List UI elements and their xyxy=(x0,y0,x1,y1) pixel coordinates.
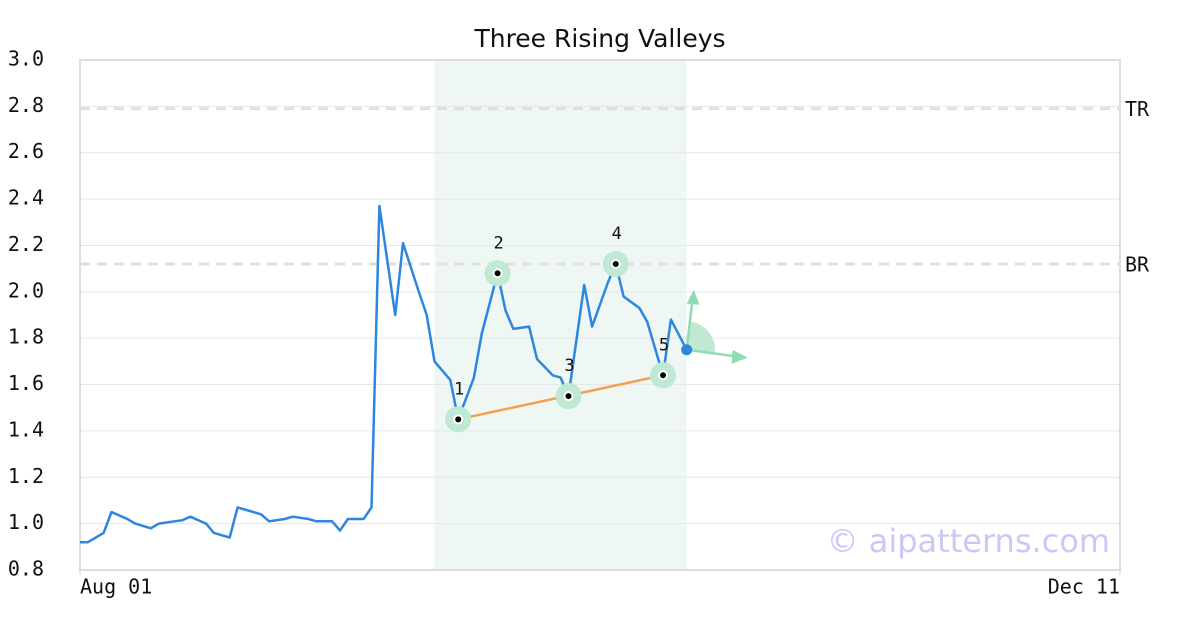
y-tick-label: 3.0 xyxy=(8,47,44,71)
y-tick-label: 1.4 xyxy=(8,417,44,441)
y-tick-label: 2.4 xyxy=(8,186,44,210)
pattern-point xyxy=(492,268,503,279)
pattern-point xyxy=(658,370,669,381)
y-tick-label: 1.6 xyxy=(8,371,44,395)
y-tick-label: 1.2 xyxy=(8,464,44,488)
last-point xyxy=(681,344,693,356)
pattern-point xyxy=(610,259,621,269)
direction-arrow xyxy=(686,348,739,359)
direction-arrowhead xyxy=(686,289,700,305)
direction-arrowhead xyxy=(731,349,748,364)
y-tick-label: 1.0 xyxy=(8,510,44,534)
pattern-point xyxy=(563,391,574,402)
plot-frame xyxy=(79,59,1121,571)
level-label: BR xyxy=(1125,253,1150,277)
pattern-point-label: 4 xyxy=(612,224,622,244)
watermark: © aipatterns.com xyxy=(827,522,1110,560)
y-tick-label: 2.2 xyxy=(8,232,44,256)
pattern-point xyxy=(453,414,464,425)
chart-title: Three Rising Valleys xyxy=(473,24,725,53)
pattern-point-label: 1 xyxy=(454,379,464,399)
level-label: TR xyxy=(1125,97,1150,121)
direction-arrow xyxy=(685,297,694,350)
direction-wedge xyxy=(686,321,715,354)
x-tick-label: Aug 01 xyxy=(80,575,152,599)
y-tick-label: 0.8 xyxy=(8,557,44,581)
pattern-region xyxy=(434,60,687,570)
price-line xyxy=(80,204,688,544)
x-tick-label: Dec 11 xyxy=(1048,575,1120,599)
pattern-point-label: 2 xyxy=(493,233,503,253)
pattern-point-label: 5 xyxy=(659,335,669,355)
pattern-point-label: 3 xyxy=(564,356,574,376)
y-tick-label: 2.6 xyxy=(8,139,44,163)
y-tick-label: 2.8 xyxy=(8,93,44,117)
y-tick-label: 2.0 xyxy=(8,278,44,302)
y-tick-label: 1.8 xyxy=(8,325,44,349)
